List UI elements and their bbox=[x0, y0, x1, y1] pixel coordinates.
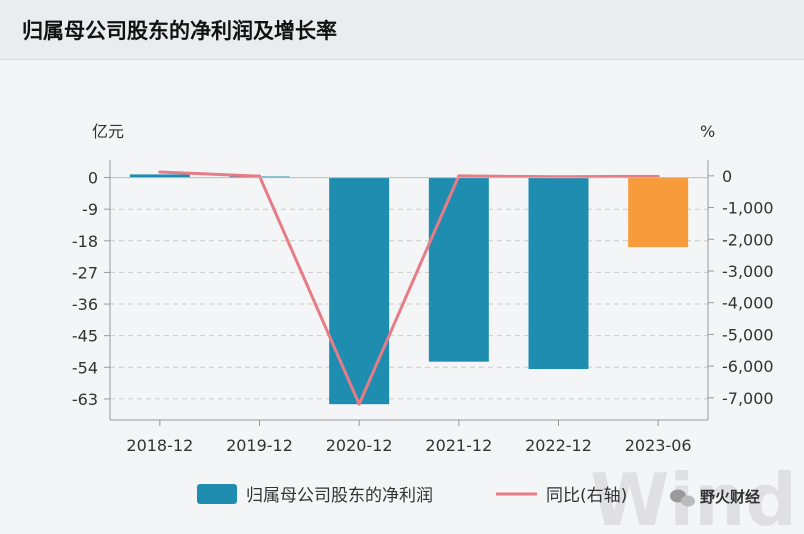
right-axis-unit: % bbox=[700, 122, 715, 141]
x-axis-tick-label: 2018-12 bbox=[126, 436, 193, 455]
yoy-point-2018-12 bbox=[158, 170, 162, 174]
x-axis-tick-label: 2019-12 bbox=[226, 436, 293, 455]
right-axis-tick-label: -6,000 bbox=[722, 357, 774, 376]
chart-title: 归属母公司股东的净利润及增长率 bbox=[22, 19, 337, 43]
right-axis-tick-label: -4,000 bbox=[722, 294, 774, 313]
account-watermark: 野火财经 bbox=[670, 488, 760, 507]
wechat-icon bbox=[670, 489, 695, 507]
watermark: Wind bbox=[590, 458, 797, 534]
watermark-logo: Wind bbox=[590, 458, 797, 534]
legend-line-label: 同比(右轴) bbox=[546, 486, 627, 506]
left-axis-tick-label: -27 bbox=[72, 263, 98, 282]
bar-2018-12 bbox=[129, 174, 190, 178]
bar-2020-12 bbox=[329, 177, 390, 405]
left-axis-tick-label: -36 bbox=[72, 295, 98, 314]
right-axis-tick-label: -5,000 bbox=[722, 325, 774, 344]
yoy-point-2021-12 bbox=[457, 174, 461, 178]
bar-2021-12 bbox=[428, 177, 489, 362]
chart-header: 归属母公司股东的净利润及增长率 bbox=[0, 0, 804, 60]
x-axis-tick-label: 2021-12 bbox=[425, 436, 492, 455]
right-axis-tick-label: -1,000 bbox=[722, 199, 774, 218]
x-axis-tick-label: 2023-06 bbox=[625, 436, 692, 455]
bar-2023-06 bbox=[628, 177, 689, 248]
right-axis-tick-label: -2,000 bbox=[722, 230, 774, 249]
grid-lines bbox=[110, 208, 708, 400]
left-axis-tick-label: -45 bbox=[72, 327, 98, 346]
left-axis-tick-label: -54 bbox=[72, 358, 98, 377]
right-axis-tick-label: 0 bbox=[722, 167, 732, 186]
legend: 归属母公司股东的净利润 同比(右轴) bbox=[197, 484, 627, 506]
left-axis-tick-label: -18 bbox=[72, 232, 98, 251]
left-axis-tick-label: -9 bbox=[82, 200, 98, 219]
yoy-line bbox=[159, 170, 659, 406]
axes: 0 -9 -18 -27 -36 -45 -54 -63 0 -1,000 -2,000 -3,000… bbox=[72, 160, 774, 455]
x-axis-tick-label: 2020-12 bbox=[326, 436, 393, 455]
x-axis-tick-label: 2022-12 bbox=[525, 436, 592, 455]
legend-bar-label: 归属母公司股东的净利润 bbox=[246, 486, 433, 506]
left-axis-unit: 亿元 bbox=[92, 122, 124, 141]
account-name: 野火财经 bbox=[700, 488, 760, 506]
right-axis-tick-label: -3,000 bbox=[722, 262, 774, 281]
bar-series bbox=[129, 174, 689, 405]
left-axis-tick-label: 0 bbox=[88, 169, 98, 188]
yoy-point-2020-12 bbox=[357, 402, 361, 406]
legend-bar-swatch bbox=[197, 484, 237, 504]
bar-2022-12 bbox=[528, 177, 589, 370]
right-axis-tick-label: -7,000 bbox=[722, 389, 774, 408]
yoy-point-2019-12 bbox=[258, 174, 261, 178]
left-axis-tick-label: -63 bbox=[72, 390, 98, 409]
